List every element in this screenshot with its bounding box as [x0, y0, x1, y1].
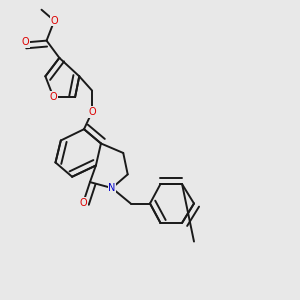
Text: O: O	[50, 92, 57, 102]
Text: O: O	[22, 38, 30, 47]
Text: N: N	[108, 183, 116, 193]
Text: O: O	[79, 198, 87, 208]
Text: O: O	[88, 107, 96, 117]
Text: O: O	[50, 16, 58, 26]
